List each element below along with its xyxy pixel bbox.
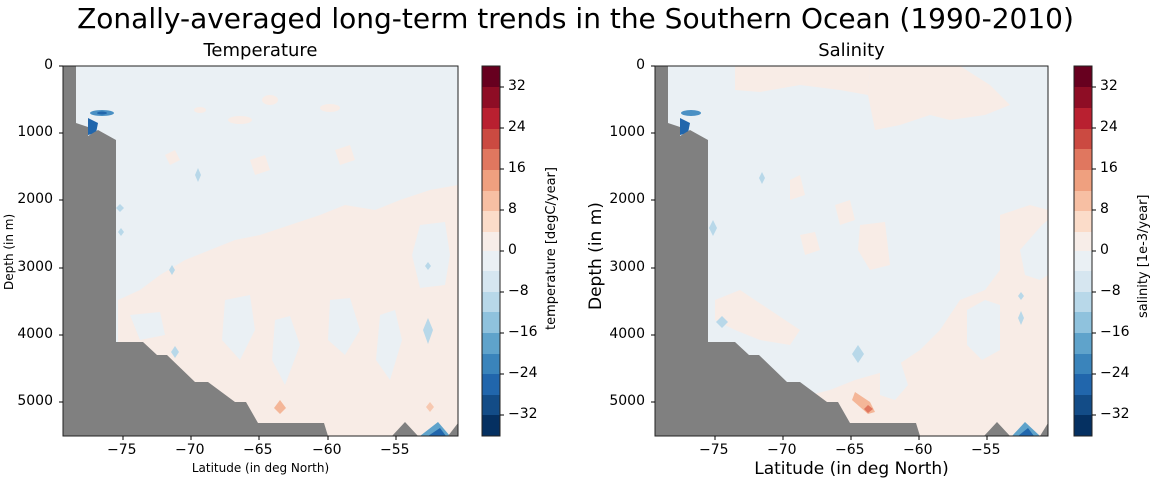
salinity-ytick: 2000	[609, 191, 645, 207]
salinity-negative-contours	[880, 220, 1048, 400]
temperature-cbtick: −24	[508, 365, 538, 381]
temperature-cbtick: 32	[508, 78, 526, 94]
temperature-x-ticks	[122, 436, 397, 440]
salinity-xtick: −65	[835, 442, 865, 458]
temperature-land-mask	[63, 66, 458, 436]
salinity-plot-title: Salinity	[818, 40, 885, 61]
temperature-warm-spot	[274, 400, 286, 414]
temperature-ytick: 3000	[17, 259, 53, 275]
temperature-plot-area	[62, 65, 459, 437]
salinity-light-blue-spots	[709, 172, 1024, 363]
temperature-xlabel: Latitude (in deg North)	[191, 461, 330, 475]
temperature-negative-contours	[130, 222, 450, 385]
temperature-xtick: −55	[380, 442, 410, 458]
salinity-cbtick: 16	[1100, 160, 1118, 176]
temperature-cbtick: 8	[508, 201, 517, 217]
salinity-xtick: −75	[699, 442, 729, 458]
temperature-ytick: 2000	[17, 191, 53, 207]
salinity-cold-spot-bottom	[1012, 422, 1040, 436]
temperature-warm-spot	[426, 402, 434, 412]
salinity-y-ticks	[651, 65, 655, 403]
temperature-plot-title: Temperature	[203, 40, 318, 61]
salinity-cbtick: −24	[1100, 365, 1130, 381]
temperature-cbtick: −8	[508, 283, 529, 299]
salinity-colorbar-label: salinity [1e-3/year]	[1136, 194, 1151, 319]
salinity-land-mask	[655, 66, 1048, 436]
temperature-cold-spot	[88, 118, 98, 135]
temperature-cbtick: −16	[508, 324, 538, 340]
salinity-colorbar	[1073, 65, 1096, 437]
temperature-cbtick: −32	[508, 406, 538, 422]
salinity-ylabel: Depth (in m)	[586, 202, 606, 310]
temperature-ytick: 5000	[17, 393, 53, 409]
salinity-cbtick: −32	[1100, 406, 1130, 422]
temperature-y-ticks	[59, 65, 63, 403]
salinity-cold-spot	[681, 110, 701, 116]
salinity-cbtick: 8	[1100, 201, 1109, 217]
salinity-ytick: 5000	[609, 393, 645, 409]
temperature-xtick: −75	[107, 442, 137, 458]
salinity-ytick: 3000	[609, 259, 645, 275]
salinity-xtick: −55	[971, 442, 1001, 458]
temperature-xtick: −70	[175, 442, 205, 458]
temperature-light-blue-spots	[116, 168, 433, 358]
salinity-cbtick: −16	[1100, 324, 1130, 340]
temperature-colorbar-label: temperature [degC/year]	[544, 167, 559, 330]
temperature-cbtick: 0	[508, 242, 517, 258]
temperature-ytick: 0	[44, 57, 53, 73]
salinity-ytick: 4000	[609, 326, 645, 342]
temperature-ytick: 1000	[17, 124, 53, 140]
salinity-ytick: 0	[636, 57, 645, 73]
salinity-cbtick: −8	[1100, 283, 1121, 299]
salinity-cold-spot	[680, 118, 690, 135]
temperature-xtick: −60	[312, 442, 342, 458]
salinity-ytick: 1000	[609, 124, 645, 140]
salinity-plot-area	[654, 65, 1049, 437]
salinity-positive-contours	[715, 66, 1048, 436]
temperature-ylabel: Depth (in m)	[2, 213, 16, 290]
salinity-cbtick: 24	[1100, 119, 1118, 135]
salinity-x-ticks	[714, 436, 988, 440]
temperature-colorbar	[481, 65, 504, 437]
figure-suptitle: Zonally-averaged long-term trends in the…	[77, 2, 1074, 35]
temperature-ytick: 4000	[17, 326, 53, 342]
temperature-positive-contours	[118, 95, 458, 436]
temperature-cbtick: 24	[508, 119, 526, 135]
temperature-cbtick: 16	[508, 160, 526, 176]
temperature-xtick: −65	[243, 442, 273, 458]
salinity-cbtick: 32	[1100, 78, 1118, 94]
salinity-xtick: −60	[903, 442, 933, 458]
salinity-cbtick: 0	[1100, 242, 1109, 258]
salinity-xlabel: Latitude (in deg North)	[754, 459, 949, 479]
salinity-xtick: −70	[767, 442, 797, 458]
